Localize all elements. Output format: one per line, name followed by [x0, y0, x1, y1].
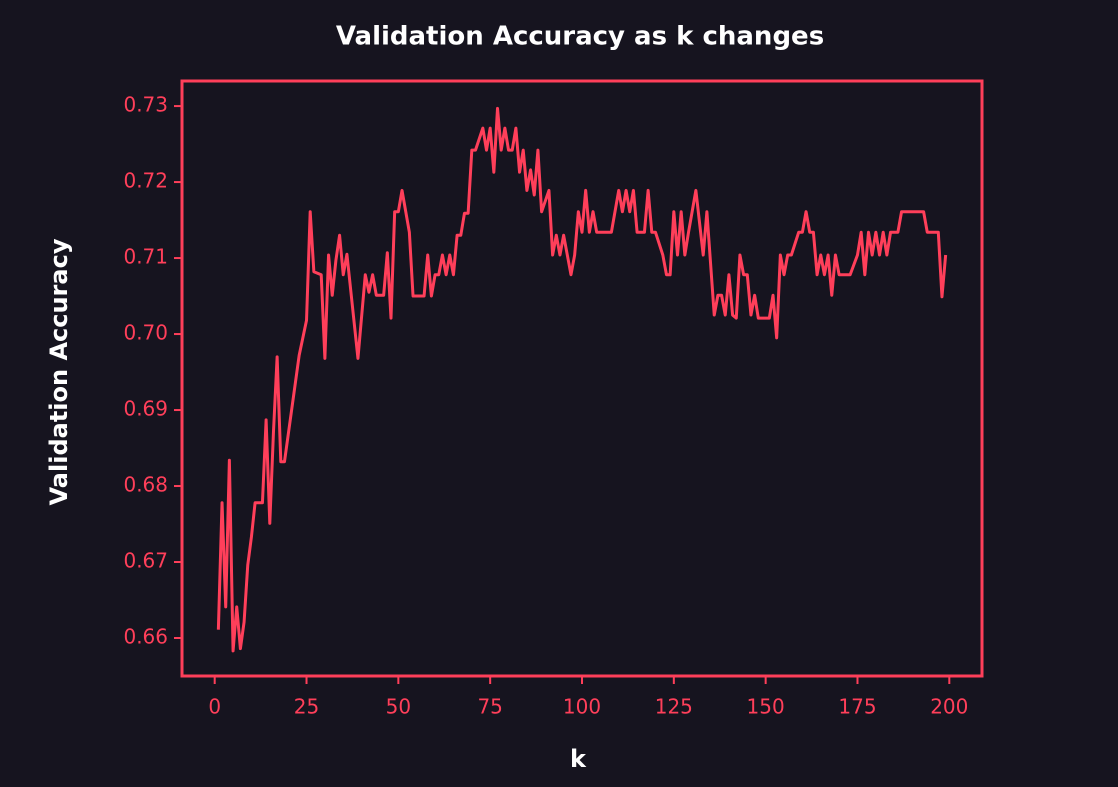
x-tick-label: 50 — [386, 695, 411, 719]
y-tick-label: 0.73 — [123, 93, 168, 117]
y-tick-label: 0.71 — [123, 245, 168, 269]
y-tick-label: 0.72 — [123, 169, 168, 193]
y-tick-label: 0.70 — [123, 321, 168, 345]
y-axis-label: Validation Accuracy — [45, 238, 73, 505]
chart-title: Validation Accuracy as k changes — [336, 22, 824, 52]
x-tick-label: 150 — [747, 695, 785, 719]
x-tick-label: 200 — [930, 695, 968, 719]
data-line — [216, 106, 948, 653]
x-tick-label: 175 — [838, 695, 876, 719]
y-tick-label: 0.66 — [123, 625, 168, 649]
plot-frame — [180, 79, 984, 678]
y-tick-label: 0.69 — [123, 397, 168, 421]
x-tick-label: 100 — [563, 695, 601, 719]
y-tick-label: 0.67 — [123, 549, 168, 573]
x-tick-label: 25 — [294, 695, 319, 719]
x-tick-label: 125 — [655, 695, 693, 719]
x-tick-label: 75 — [477, 695, 502, 719]
x-tick-label: 0 — [208, 695, 221, 719]
x-axis-label: k — [570, 745, 587, 773]
y-tick-label: 0.68 — [123, 473, 168, 497]
